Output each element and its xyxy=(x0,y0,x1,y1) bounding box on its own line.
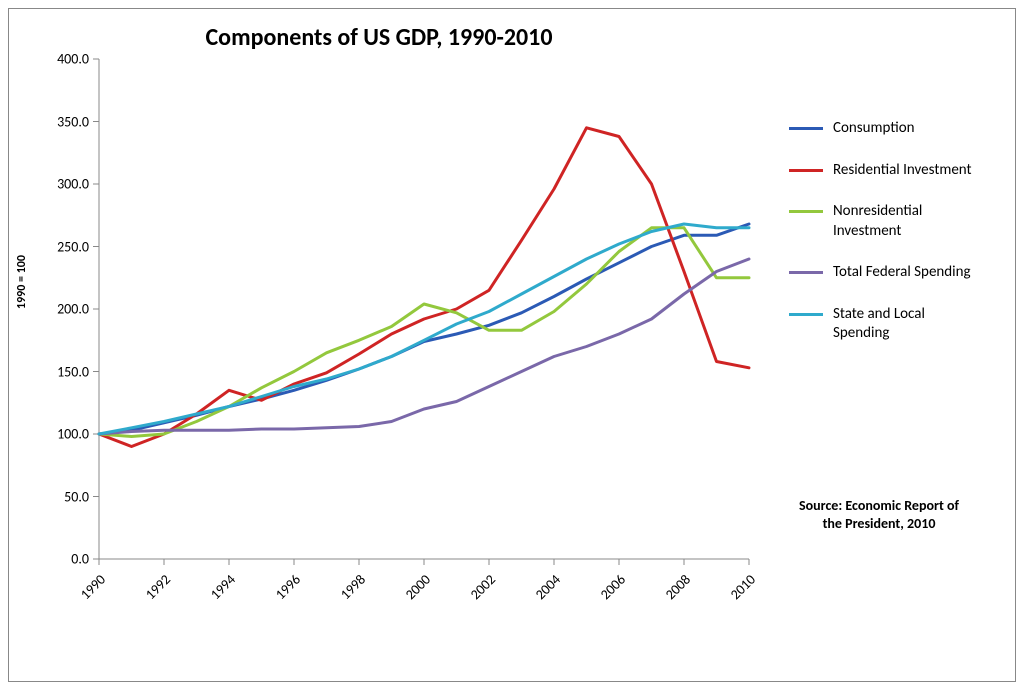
x-tick-label: 1996 xyxy=(272,571,304,603)
y-tick-label: 200.0 xyxy=(29,301,89,318)
legend: Consumption Residential Investment Nonresi… xyxy=(789,119,999,366)
legend-color-swatch xyxy=(789,313,823,316)
legend-item: Total Federal Spending xyxy=(789,263,999,283)
y-tick-label: 400.0 xyxy=(29,51,89,68)
legend-label: Nonresidential Investment xyxy=(833,202,973,241)
y-tick-label: 350.0 xyxy=(29,113,89,130)
legend-color-swatch xyxy=(789,169,823,172)
chart-frame: Components of US GDP, 1990-2010 1990 = 1… xyxy=(8,8,1016,682)
y-tick-label: 100.0 xyxy=(29,426,89,443)
legend-color-swatch xyxy=(789,127,823,130)
x-tick-label: 2004 xyxy=(532,571,564,603)
source-note: Source: Economic Report of the President… xyxy=(789,497,969,533)
y-tick-label: 150.0 xyxy=(29,363,89,380)
chart-title: Components of US GDP, 1990-2010 xyxy=(9,23,749,52)
series-line xyxy=(99,259,749,434)
x-tick-label: 1992 xyxy=(142,571,174,603)
y-tick-label: 300.0 xyxy=(29,176,89,193)
legend-label: State and Local Spending xyxy=(833,305,973,344)
x-tick-label: 2008 xyxy=(662,571,694,603)
legend-item: Residential Investment xyxy=(789,161,999,181)
legend-item: Consumption xyxy=(789,119,999,139)
series-line xyxy=(99,228,749,437)
legend-color-swatch xyxy=(789,210,823,213)
legend-label: Residential Investment xyxy=(833,161,972,181)
series-line xyxy=(99,128,749,447)
y-tick-label: 250.0 xyxy=(29,238,89,255)
legend-label: Consumption xyxy=(833,119,914,139)
series-line xyxy=(99,224,749,434)
y-tick-label: 0.0 xyxy=(29,551,89,568)
legend-color-swatch xyxy=(789,271,823,274)
x-tick-label: 1998 xyxy=(337,571,369,603)
legend-label: Total Federal Spending xyxy=(833,263,971,283)
x-tick-label: 1994 xyxy=(207,571,239,603)
y-axis-title: 1990 = 100 xyxy=(15,255,29,309)
chart-svg xyxy=(99,59,749,559)
x-tick-label: 2000 xyxy=(402,571,434,603)
x-tick-label: 2010 xyxy=(727,571,759,603)
x-tick-label: 1990 xyxy=(77,571,109,603)
series-line xyxy=(99,224,749,434)
y-tick-label: 50.0 xyxy=(29,488,89,505)
x-tick-label: 2002 xyxy=(467,571,499,603)
legend-item: Nonresidential Investment xyxy=(789,202,999,241)
plot-area xyxy=(99,59,749,559)
x-tick-label: 2006 xyxy=(597,571,629,603)
legend-item: State and Local Spending xyxy=(789,305,999,344)
